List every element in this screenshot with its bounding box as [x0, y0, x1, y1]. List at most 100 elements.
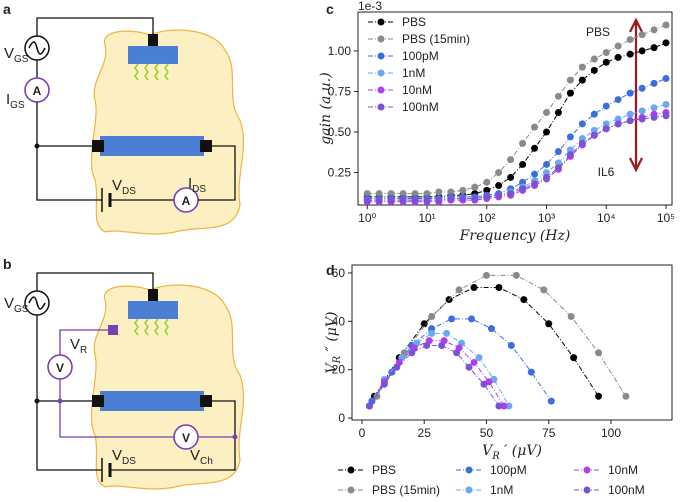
data-point	[650, 44, 658, 52]
data-point	[520, 296, 528, 304]
data-point	[602, 49, 610, 57]
legend-label: PBS	[372, 463, 396, 477]
data-point	[428, 313, 436, 321]
data-point	[650, 79, 658, 87]
data-point	[495, 283, 503, 291]
data-point	[435, 196, 443, 204]
data-point	[482, 271, 490, 279]
data-point	[566, 76, 574, 84]
data-point	[545, 320, 553, 328]
data-point	[480, 380, 488, 388]
circuit-label-sub: Ch	[200, 456, 213, 467]
data-point	[443, 329, 451, 337]
circuit-label: VDS	[112, 177, 136, 197]
meter-symbol: A	[33, 84, 42, 98]
data-point	[626, 117, 634, 125]
data-point	[453, 349, 461, 357]
data-point	[578, 63, 586, 71]
circuit-label: VGS	[4, 45, 29, 65]
legend-marker	[377, 35, 385, 43]
x-tick-label: 50	[480, 426, 494, 440]
circuit-label: VR	[70, 336, 87, 356]
y-tick-label: 60	[332, 266, 346, 280]
data-point	[365, 402, 373, 410]
annotation: PBS	[586, 25, 610, 39]
data-point	[626, 89, 634, 97]
data-point	[408, 349, 416, 357]
circuit-label-main: V	[112, 177, 122, 194]
x-tick-label: 10²	[478, 211, 495, 225]
legend-marker	[347, 486, 355, 494]
y-tick-label: 0	[338, 411, 345, 425]
data-point	[531, 144, 539, 152]
data-point	[566, 89, 574, 97]
circuit-label-sub: DS	[192, 184, 206, 195]
x-tick-label: 25	[418, 426, 432, 440]
data-point	[566, 151, 574, 159]
data-point	[380, 380, 388, 388]
data-point	[531, 180, 539, 188]
data-point	[543, 173, 551, 181]
data-point	[387, 196, 395, 204]
x-axis-label-sub: R	[491, 451, 500, 462]
data-point	[375, 196, 383, 204]
legend-marker	[377, 86, 385, 94]
data-point	[662, 74, 670, 82]
legend-marker	[377, 69, 385, 77]
legend-label: PBS (15min)	[402, 32, 470, 46]
data-point	[411, 190, 419, 198]
data-point	[483, 193, 491, 201]
data-point	[470, 358, 478, 366]
circuit-label-main: V	[190, 447, 200, 464]
panel-letter: c	[326, 1, 334, 17]
data-point	[578, 135, 586, 143]
legend-marker	[465, 486, 473, 494]
data-point	[614, 42, 622, 50]
plot-frame	[351, 264, 673, 421]
data-point	[602, 58, 610, 66]
series-line	[367, 115, 667, 201]
circuit-label: VDS	[112, 447, 136, 467]
legend-label: 1nM	[402, 66, 425, 80]
x-tick-label: 100	[601, 426, 621, 440]
data-point	[638, 47, 646, 55]
data-point	[566, 133, 574, 141]
data-point	[448, 315, 456, 323]
data-point	[483, 186, 491, 194]
circuit-label-main: V	[4, 295, 14, 312]
y-tick-label: 40	[332, 314, 346, 328]
legend-label: 1nM	[490, 483, 513, 497]
x-tick-label: 0	[359, 426, 366, 440]
data-point	[512, 271, 520, 279]
data-point	[567, 313, 575, 321]
y-axis-label: VR ″ (μV)	[324, 312, 343, 374]
legend-marker	[583, 466, 591, 474]
circuit-label-main: V	[4, 45, 14, 62]
series-line	[373, 287, 599, 397]
data-point	[531, 123, 539, 131]
data-point	[459, 195, 467, 203]
x-tick-label: 10⁴	[597, 211, 616, 225]
data-point	[470, 283, 478, 291]
data-point	[483, 178, 491, 186]
circuit-label: VGS	[4, 295, 29, 315]
data-point	[554, 92, 562, 100]
data-point	[399, 196, 407, 204]
y-axis-label-sub: R	[332, 355, 343, 364]
data-point	[447, 195, 455, 203]
data-point	[662, 21, 670, 29]
data-point	[614, 115, 622, 123]
data-point	[471, 183, 479, 191]
data-point	[578, 120, 586, 128]
data-point	[602, 120, 610, 128]
data-point	[459, 186, 467, 194]
trend-arrow	[629, 17, 643, 173]
legend-marker	[377, 103, 385, 111]
data-point	[495, 402, 503, 410]
meter-symbol: V	[182, 431, 190, 445]
circuit-label-sub: DS	[122, 456, 136, 467]
x-axis-label: Frequency (Hz)	[459, 228, 571, 244]
y-axis-label-main: V	[324, 361, 340, 373]
data-point	[507, 173, 515, 181]
